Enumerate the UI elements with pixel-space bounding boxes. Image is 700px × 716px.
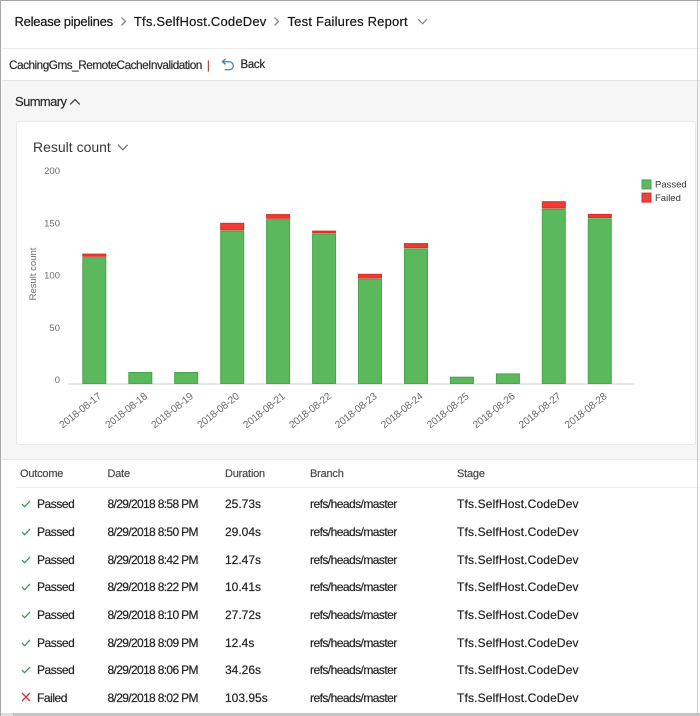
svg-text:2018-08-18: 2018-08-18 — [104, 391, 150, 431]
svg-text:2018-08-24: 2018-08-24 — [379, 391, 425, 431]
svg-text:2018-08-28: 2018-08-28 — [563, 391, 609, 431]
svg-text:Result count: Result count — [33, 139, 111, 155]
svg-text:Result count: Result count — [28, 247, 39, 300]
svg-text:100: 100 — [44, 271, 60, 282]
svg-text:2018-08-27: 2018-08-27 — [517, 391, 563, 431]
svg-text:2018-08-22: 2018-08-22 — [287, 391, 333, 431]
svg-text:Failed: Failed — [655, 193, 681, 204]
svg-text:150: 150 — [44, 219, 60, 230]
svg-text:2018-08-26: 2018-08-26 — [471, 391, 517, 431]
svg-text:0: 0 — [55, 375, 60, 386]
svg-text:2018-08-19: 2018-08-19 — [150, 391, 196, 431]
svg-text:2018-08-17: 2018-08-17 — [58, 391, 104, 431]
svg-text:2018-08-23: 2018-08-23 — [333, 391, 379, 431]
svg-text:2018-08-21: 2018-08-21 — [241, 391, 287, 431]
svg-text:Passed: Passed — [655, 180, 687, 191]
svg-text:50: 50 — [49, 323, 60, 334]
svg-text:200: 200 — [44, 166, 60, 177]
svg-text:2018-08-25: 2018-08-25 — [425, 391, 471, 431]
svg-text:2018-08-20: 2018-08-20 — [196, 391, 242, 431]
